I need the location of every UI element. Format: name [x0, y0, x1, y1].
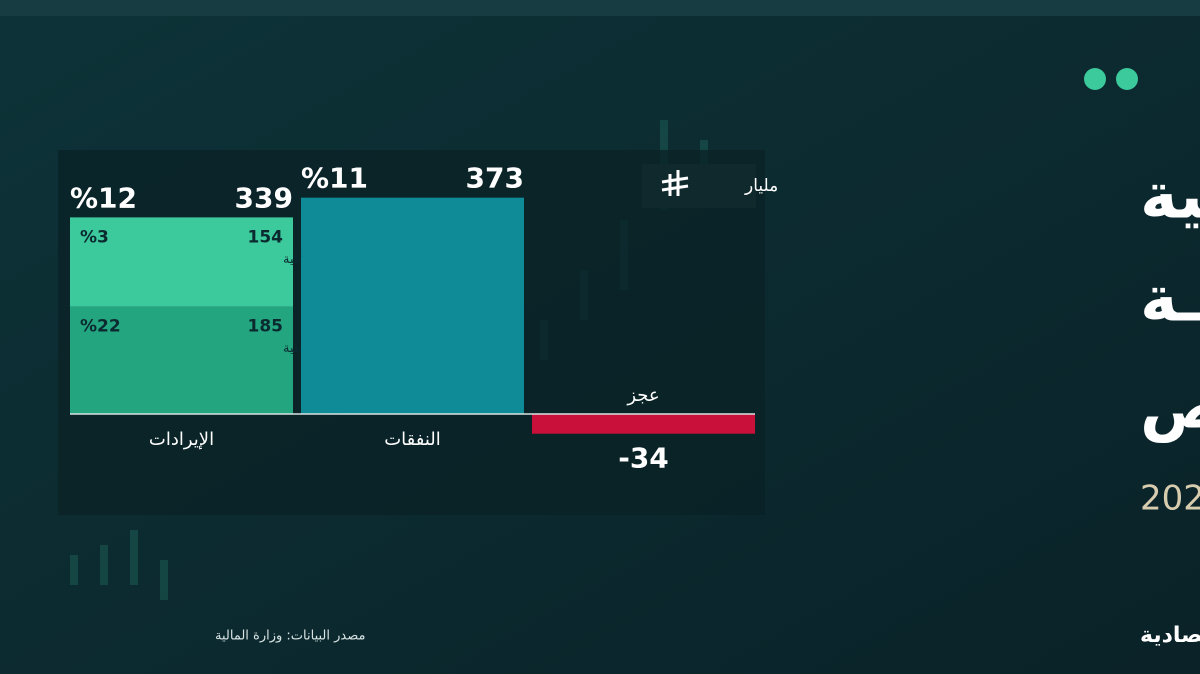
- bar: [70, 217, 293, 307]
- value-label: 373: [466, 162, 524, 195]
- bar: [70, 306, 293, 414]
- bar: [532, 414, 755, 434]
- segment-value: 185: [248, 317, 284, 337]
- segment-change: %3: [80, 227, 109, 247]
- total-label: 339: [235, 181, 293, 214]
- top-band: [0, 0, 1200, 16]
- bar: [301, 197, 524, 414]
- dot: [1084, 68, 1106, 90]
- x-category-label: النفقات: [384, 429, 441, 450]
- segment-change: %22: [80, 317, 121, 337]
- title-line: يتقلـــص: [1140, 370, 1200, 444]
- brand: الاقتصادية: [1140, 623, 1200, 648]
- source: مصدر البيانات: وزارة المالية: [215, 629, 365, 644]
- change-label: %12: [70, 181, 137, 214]
- title-line: عجز ميزانية: [1140, 160, 1200, 234]
- value-label: -34: [618, 442, 669, 475]
- segment-value: 154: [248, 227, 284, 247]
- unit: مليار: [744, 176, 778, 196]
- subtitle: في الربع الثاني 2026: [1140, 479, 1200, 519]
- unit-box: [642, 164, 756, 208]
- title-line: السعوديـة: [1140, 263, 1200, 337]
- riyal-symbol: [661, 170, 689, 196]
- change-label: %11: [301, 162, 368, 195]
- x-category-label: عجز: [626, 385, 659, 406]
- dot: [1116, 68, 1138, 90]
- x-category-label: الإيرادات: [149, 429, 214, 450]
